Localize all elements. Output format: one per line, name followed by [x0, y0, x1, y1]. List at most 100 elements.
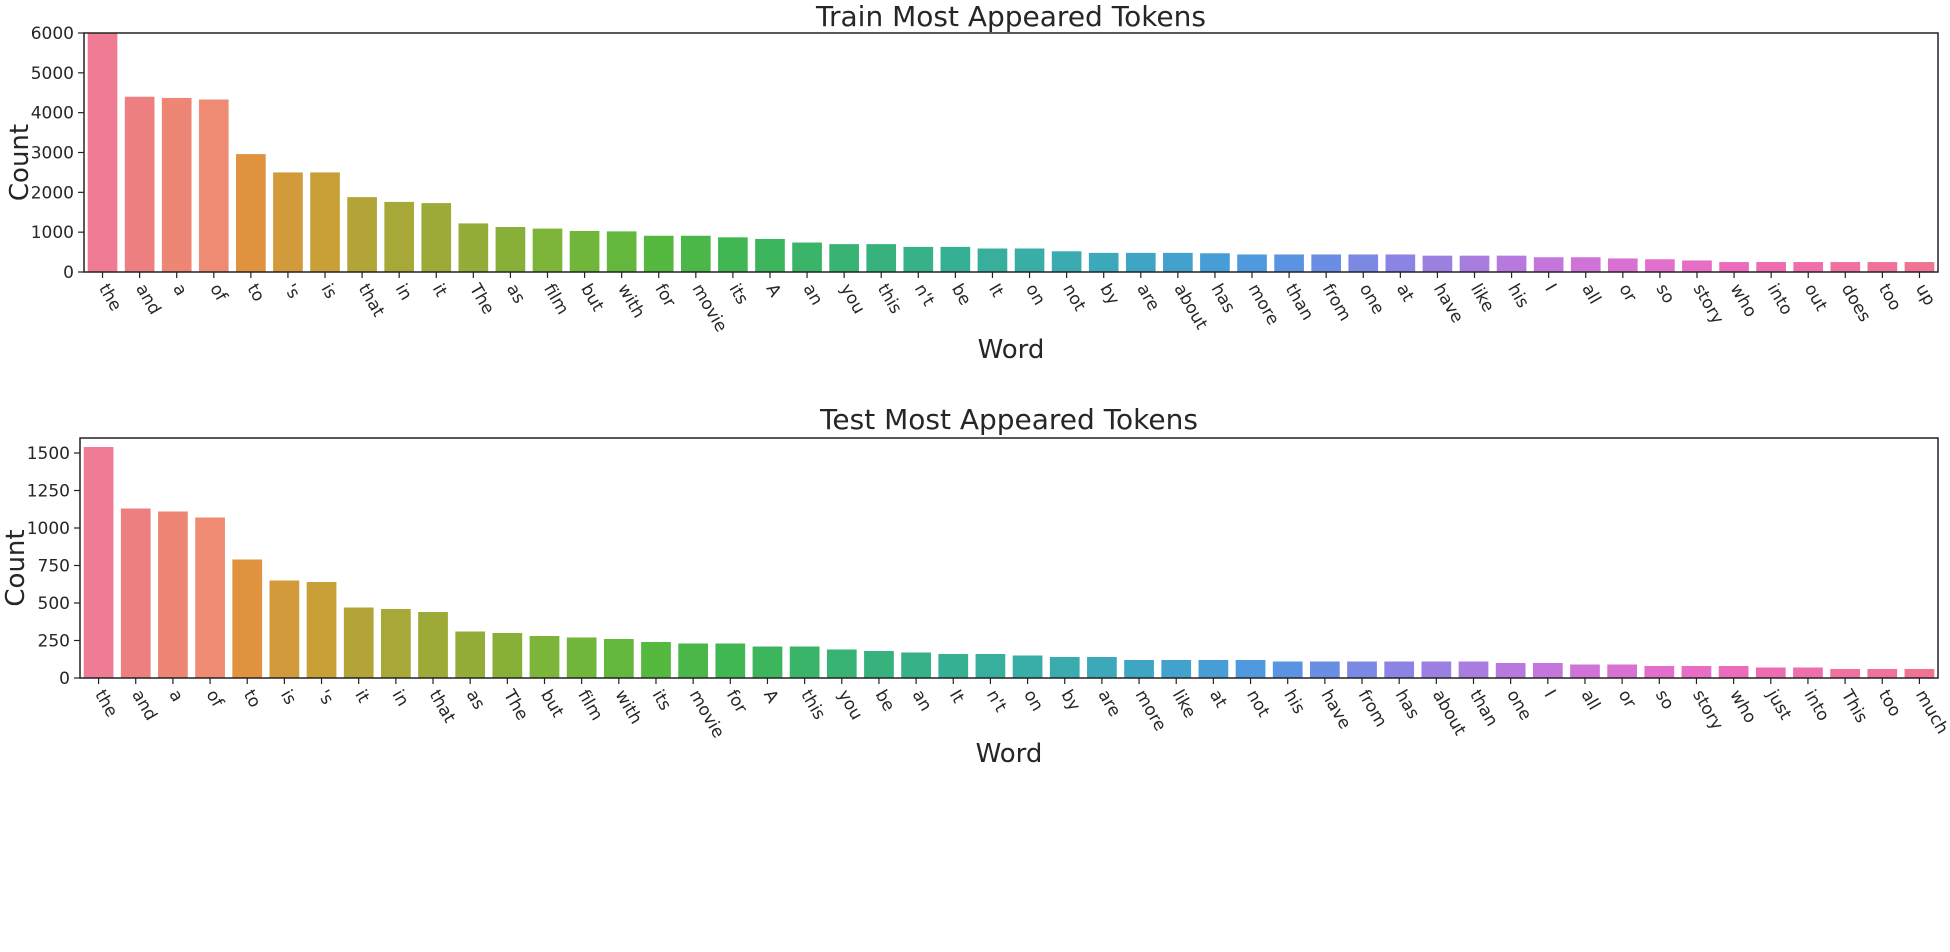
x-tick-label: does [1837, 281, 1875, 326]
x-tick-label: who [1726, 281, 1761, 321]
y-tick-label: 1500 [27, 444, 70, 464]
bar-10 [455, 631, 486, 678]
x-tick-label: have [1429, 281, 1467, 327]
bar-17 [715, 643, 746, 678]
bar-31 [1237, 254, 1267, 272]
x-tick-label: about [1170, 281, 1212, 334]
x-tick-label: this [873, 281, 906, 318]
x-tick-label: not [1242, 687, 1273, 721]
bar-42 [1645, 259, 1675, 272]
x-tick-label: than [1281, 281, 1318, 324]
x-tick-label: one [1355, 281, 1388, 318]
y-tick-label: 6000 [31, 24, 74, 44]
bar-13 [566, 637, 597, 678]
x-tick-label: or [1614, 687, 1640, 712]
x-tick-label: the [94, 281, 125, 315]
bar-28 [1124, 660, 1154, 678]
x-tick-label: it [428, 281, 451, 301]
bar-37 [1458, 661, 1489, 678]
x-tick-label: it [350, 687, 373, 707]
bar-44 [1719, 262, 1749, 272]
bar-47 [1830, 262, 1861, 272]
x-tick-label: n't [982, 687, 1011, 716]
bar-38 [1495, 663, 1526, 678]
bar-45 [1756, 262, 1786, 272]
x-tick-label: an [908, 687, 936, 715]
x-tick-label: be [947, 281, 975, 309]
bar-31 [1235, 660, 1266, 678]
bar-21 [866, 244, 897, 272]
y-tick-label: 250 [38, 632, 70, 652]
x-tick-label: that [354, 281, 389, 321]
x-tick-label: but [576, 281, 608, 316]
x-tick-label: The [465, 280, 499, 318]
x-tick-label: into [1763, 281, 1797, 319]
bar-48 [1867, 262, 1898, 272]
x-tick-label: its [648, 687, 676, 715]
bar-40 [1570, 664, 1600, 678]
x-tick-label: movie [687, 281, 730, 336]
bar-36 [1421, 661, 1452, 678]
bar-7 [343, 607, 374, 678]
bar-10 [458, 223, 489, 272]
x-tick-label: and [131, 281, 164, 319]
x-tick-label: I [1539, 687, 1559, 701]
bar-11 [495, 226, 526, 272]
x-tick-label: I [1540, 281, 1560, 295]
bar-5 [269, 580, 300, 678]
bar-19 [792, 242, 822, 272]
bar-23 [938, 654, 969, 678]
y-tick-label: 5000 [31, 64, 74, 84]
x-ticks-group: the and a of to is's it in that as The but film with i… [90, 678, 1950, 742]
bar-33 [1310, 661, 1340, 678]
bar-18 [755, 238, 785, 272]
x-tick-label: story [1688, 687, 1727, 734]
bar-42 [1644, 666, 1675, 678]
bar-43 [1681, 666, 1712, 678]
bar-12 [529, 636, 560, 678]
x-tick-label: that [425, 687, 460, 727]
x-tick-label: or [1614, 281, 1640, 306]
x-tick-label: much [1911, 687, 1950, 738]
bar-25 [1014, 248, 1045, 272]
bar-44 [1718, 666, 1749, 678]
y-tick-label: 2000 [31, 183, 74, 203]
x-tick-label: to [239, 687, 265, 712]
y-tick-label: 1000 [31, 223, 74, 243]
bars-group [87, 33, 1935, 273]
x-tick-label: but [536, 687, 568, 722]
bar-1 [124, 96, 155, 272]
x-tick-label: film [573, 687, 606, 725]
x-tick-label: as [502, 281, 529, 308]
x-tick-label: into [1800, 687, 1834, 725]
bar-5 [273, 172, 303, 272]
x-tick-label: 's [313, 687, 337, 709]
bar-30 [1200, 253, 1230, 272]
x-tick-label: by [1095, 281, 1123, 309]
x-tick-label: movie [685, 687, 728, 742]
x-tick-label: as [462, 687, 489, 714]
bar-28 [1125, 252, 1156, 272]
bar-49 [1904, 262, 1935, 272]
x-tick-label: This [1836, 686, 1871, 727]
bar-2 [158, 511, 188, 678]
x-tick-label: n't [910, 281, 939, 310]
y-axis-label: Count [1, 529, 31, 606]
bar-24 [975, 654, 1006, 678]
y-tick-label: 750 [38, 557, 70, 577]
y-ticks-group: 0 1000 2000 3000 4000 5000 6000 [31, 24, 84, 283]
x-tick-label: with [613, 281, 648, 322]
bar-6 [306, 582, 337, 678]
bar-32 [1274, 254, 1304, 272]
y-tick-label: 4000 [31, 104, 74, 124]
chart-title: Train Most Appeared Tokens [815, 0, 1206, 33]
bar-6 [310, 172, 340, 272]
bar-34 [1347, 661, 1377, 678]
bar-0 [87, 33, 118, 272]
bar-3 [198, 99, 229, 273]
bar-9 [418, 612, 448, 678]
x-tick-label: one [1502, 687, 1535, 724]
bar-9 [421, 203, 452, 272]
x-tick-label: from [1354, 687, 1391, 731]
bar-43 [1682, 260, 1712, 272]
